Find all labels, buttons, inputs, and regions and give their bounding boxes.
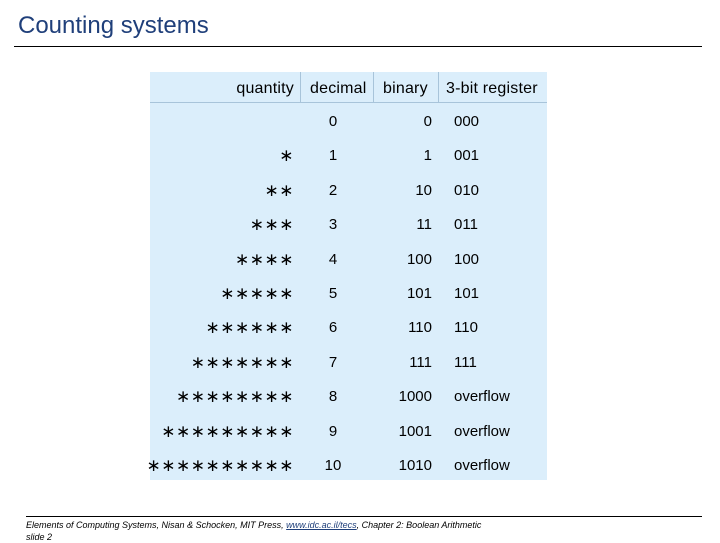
title-divider	[14, 46, 702, 47]
quantity-cell: ∗	[279, 146, 294, 166]
footer-citation: Elements of Computing Systems, Nisan & S…	[26, 520, 284, 530]
header-divider	[150, 102, 547, 103]
register-cell: 000	[454, 113, 480, 130]
decimal-cell: 8	[328, 388, 338, 406]
table-row: ∗∗ 2 10 010	[150, 174, 547, 208]
register-cell: 110	[454, 319, 478, 337]
table-row: ∗∗∗∗∗∗∗∗ 8 1000 overflow	[150, 380, 547, 414]
binary-cell: 110	[408, 319, 432, 337]
quantity-cell: ∗∗∗∗∗∗∗∗∗	[161, 421, 294, 441]
page-title: Counting systems	[18, 12, 209, 39]
decimal-cell: 4	[328, 250, 338, 268]
header-register: 3-bit register	[446, 80, 538, 97]
footer-link[interactable]: www.idc.ac.il/tecs	[286, 520, 357, 530]
header-separator	[300, 72, 301, 102]
quantity-cell: ∗∗∗∗∗∗∗	[190, 352, 294, 372]
binary-cell: 10	[415, 181, 432, 199]
register-cell: 101	[454, 285, 480, 302]
register-cell: 010	[454, 181, 480, 199]
decimal-cell: 1	[328, 147, 338, 165]
decimal-cell: 6	[328, 319, 338, 337]
footer: Elements of Computing Systems, Nisan & S…	[26, 519, 706, 543]
table-row: ∗∗∗∗ 4 100 100	[150, 243, 547, 277]
register-cell: overflow	[454, 457, 510, 474]
counting-table: quantity decimal binary 3-bit register 0…	[146, 72, 547, 483]
decimal-cell: 7	[328, 353, 338, 371]
header-quantity: quantity	[236, 80, 294, 97]
quantity-cell: ∗∗∗∗∗∗∗∗∗∗	[146, 456, 294, 475]
table-row: ∗∗∗ 3 11 011	[150, 208, 547, 242]
table-row: ∗∗∗∗∗∗∗ 7 111 111	[150, 346, 547, 380]
quantity-cell: ∗∗∗∗	[235, 249, 294, 269]
binary-cell: 1001	[398, 422, 432, 440]
binary-cell: 1010	[398, 457, 432, 474]
table-row: ∗∗∗∗∗∗∗∗∗∗ 10 1010 overflow	[146, 449, 547, 483]
binary-cell: 101	[406, 285, 432, 302]
header-decimal: decimal	[310, 80, 367, 97]
decimal-cell: 3	[328, 216, 338, 234]
register-cell: 001	[454, 147, 480, 165]
table-row: ∗∗∗∗∗∗ 6 110 110	[150, 311, 547, 345]
table-row: ∗∗∗∗∗ 5 101 101	[150, 277, 547, 311]
binary-cell: 1000	[398, 388, 432, 406]
register-cell: overflow	[454, 422, 510, 440]
quantity-cell: ∗∗∗∗∗	[220, 284, 294, 303]
register-cell: 111	[454, 353, 477, 371]
footer-slide-number: slide 2	[26, 532, 53, 542]
footer-chapter: , Chapter 2: Boolean Arithmetic	[356, 520, 482, 530]
quantity-cell: ∗∗∗∗∗∗∗∗	[176, 387, 294, 407]
header-separator	[373, 72, 374, 102]
quantity-cell: ∗∗	[264, 180, 294, 200]
table-row: ∗∗∗∗∗∗∗∗∗ 9 1001 overflow	[150, 415, 547, 449]
register-cell: 011	[454, 216, 478, 234]
decimal-cell: 10	[324, 457, 342, 474]
footer-divider	[26, 516, 702, 517]
binary-cell: 0	[423, 113, 432, 130]
decimal-cell: 5	[328, 285, 338, 302]
binary-cell: 11	[416, 216, 432, 234]
table-row: ∗ 1 1 001	[150, 139, 547, 173]
header-separator	[438, 72, 439, 102]
decimal-cell: 9	[328, 422, 338, 440]
binary-cell: 111	[409, 353, 432, 371]
quantity-cell: ∗∗∗	[249, 215, 294, 235]
decimal-cell: 0	[328, 113, 338, 130]
register-cell: overflow	[454, 388, 510, 406]
table-row: 0 0 000	[150, 105, 547, 139]
binary-cell: 1	[423, 147, 432, 165]
header-binary: binary	[383, 80, 428, 97]
binary-cell: 100	[406, 250, 432, 268]
decimal-cell: 2	[328, 181, 338, 199]
register-cell: 100	[454, 250, 480, 268]
quantity-cell: ∗∗∗∗∗∗	[205, 318, 294, 338]
